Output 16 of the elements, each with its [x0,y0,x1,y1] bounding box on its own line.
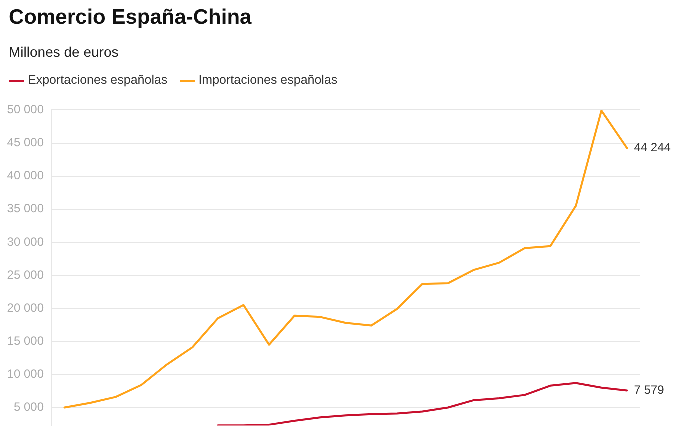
chart-subtitle: Millones de euros [9,44,119,60]
chart-title: Comercio España-China [9,6,252,30]
y-tick-label: 35 000 [7,202,44,216]
data-label: 7 579 [634,383,665,398]
y-tick-label: 30 000 [7,234,44,249]
y-tick-label: 20 000 [7,300,44,315]
y-tick-label: 45 000 [7,136,44,150]
data-label: 44 244 [634,140,672,155]
legend-label: Exportaciones españolas [27,73,168,87]
legend-label: Importaciones españolas [198,73,338,87]
y-tick-label: 40 000 [7,168,44,183]
y-tick-label: 15 000 [7,334,44,348]
y-tick-label: 5 000 [14,400,44,414]
y-tick-label: 25 000 [7,268,44,282]
y-tick-label: 10 000 [7,367,44,381]
y-tick-label: 50 000 [7,102,44,117]
